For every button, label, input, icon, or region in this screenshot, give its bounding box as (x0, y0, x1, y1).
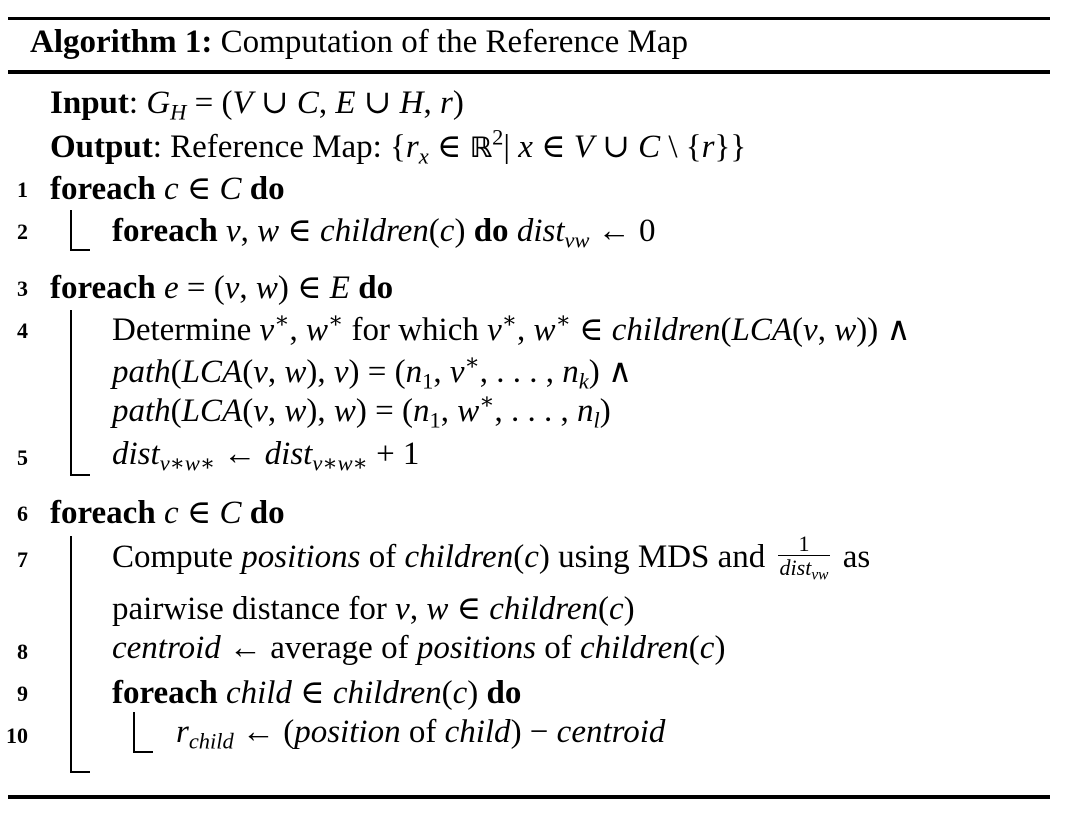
caption-rule (8, 70, 1050, 74)
line-number: 4 (0, 318, 28, 344)
line-number: 9 (0, 681, 28, 707)
input-label: Input (50, 85, 129, 121)
code-line-1: foreach c ∈ C do (50, 168, 285, 208)
line-number: 10 (0, 723, 28, 749)
line-number: 8 (0, 639, 28, 665)
code-line-9: foreach child ∈ children(c) do (112, 672, 521, 712)
block-bar-end (133, 751, 153, 753)
block-bar (70, 210, 72, 250)
block-bar-end (70, 771, 90, 773)
output-label: Output (50, 129, 153, 165)
block-bar (70, 310, 72, 475)
code-line-4-cont: path(LCA(v, w), w) = (n1, w∗, . . . , nl… (112, 393, 611, 430)
block-bar (70, 536, 72, 772)
code-line-8: centroid ← average of positions of child… (112, 630, 725, 667)
algorithm-title: Computation of the Reference Map (221, 24, 688, 60)
output-line: Output: Reference Map: {rx ∈ ℝ2| x ∈ V ∪… (50, 126, 746, 166)
top-rule (8, 17, 1050, 20)
algorithm-caption: Algorithm 1: Computation of the Referenc… (30, 24, 688, 61)
line-number: 7 (0, 547, 28, 573)
code-line-5: distv∗w∗ ← distv∗w∗ + 1 (112, 436, 419, 473)
algorithm-label: Algorithm 1: (30, 24, 212, 60)
bottom-rule (8, 795, 1050, 799)
code-line-7: Compute positions of children(c) using M… (112, 536, 870, 583)
input-line: Input: GH = (V ∪ C, E ∪ H, r) (50, 82, 464, 122)
block-bar-end (70, 249, 90, 251)
code-line-10: rchild ← (position of child) − centroid (176, 714, 665, 751)
output-text: Reference Map: (170, 129, 382, 165)
block-bar-end (70, 474, 90, 476)
code-line-6: foreach c ∈ C do (50, 492, 285, 532)
code-line-2: foreach v, w ∈ children(c) do distvw ← 0 (112, 210, 655, 250)
line-number: 3 (0, 276, 28, 302)
inverse-distance-fraction: 1 distvw (778, 532, 831, 579)
line-number: 2 (0, 219, 28, 245)
line-number: 1 (0, 177, 28, 203)
code-line-7-cont: pairwise distance for v, w ∈ children(c) (112, 588, 635, 628)
code-line-4: Determine v∗, w∗ for which v∗, w∗ ∈ chil… (112, 309, 911, 349)
line-number: 6 (0, 501, 28, 527)
block-bar (133, 712, 135, 752)
line-number: 5 (0, 445, 28, 471)
code-line-4-cont: path(LCA(v, w), v) = (n1, v∗, . . . , nk… (112, 351, 632, 391)
code-line-3: foreach e = (v, w) ∈ E do (50, 267, 393, 307)
